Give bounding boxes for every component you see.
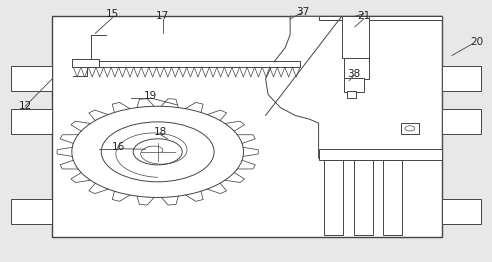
- Bar: [383, 160, 402, 235]
- Bar: [442, 199, 482, 223]
- Text: 19: 19: [144, 91, 157, 101]
- Bar: [319, 15, 442, 20]
- Bar: [344, 78, 364, 92]
- Bar: [72, 59, 99, 67]
- Bar: [10, 109, 52, 134]
- Bar: [442, 109, 482, 134]
- Text: 18: 18: [154, 127, 167, 137]
- Bar: [319, 149, 442, 160]
- Bar: [325, 160, 343, 235]
- Bar: [52, 16, 442, 237]
- Text: 12: 12: [19, 101, 32, 111]
- Text: 21: 21: [357, 11, 370, 21]
- Text: 20: 20: [470, 37, 483, 47]
- Text: 38: 38: [347, 69, 361, 79]
- Bar: [354, 160, 372, 235]
- Bar: [347, 91, 356, 99]
- Bar: [341, 16, 369, 58]
- Bar: [344, 58, 369, 79]
- Polygon shape: [266, 16, 442, 158]
- Text: 15: 15: [106, 9, 119, 19]
- Bar: [10, 66, 52, 91]
- Bar: [10, 199, 52, 223]
- Bar: [442, 66, 482, 91]
- Text: 17: 17: [156, 11, 169, 21]
- Text: 37: 37: [296, 7, 309, 17]
- Text: 16: 16: [112, 142, 125, 152]
- Bar: [73, 61, 300, 67]
- Bar: [400, 123, 419, 134]
